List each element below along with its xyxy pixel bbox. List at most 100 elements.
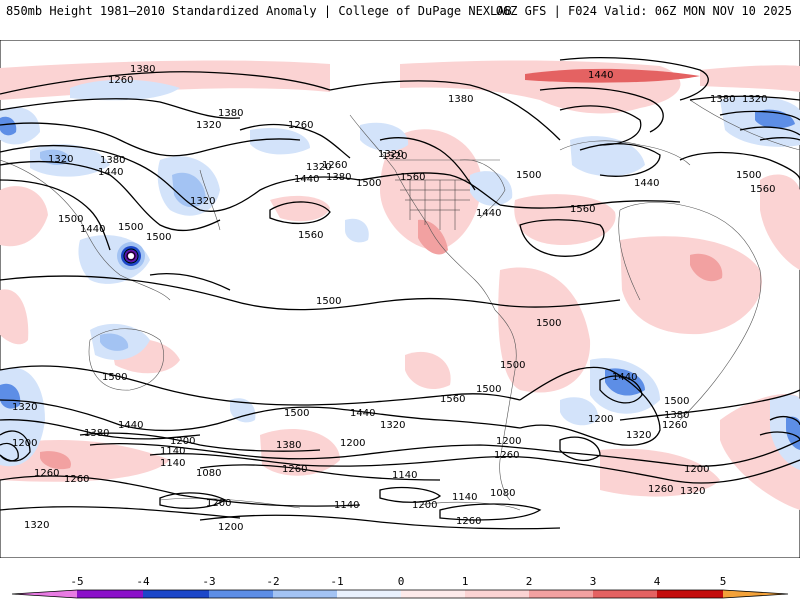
contour-label: 1500 <box>536 318 561 329</box>
contour-label: 1440 <box>350 408 375 419</box>
positive-anomaly-area <box>620 236 762 335</box>
contour-label: 1140 <box>160 446 185 457</box>
contour-labels: 1380 1260 1320 1380 1260 1320 1380 1440 … <box>12 64 775 533</box>
contour-label: 1440 <box>294 174 319 185</box>
contour-label: 1380 <box>326 172 351 183</box>
contour-label: 1440 <box>80 224 105 235</box>
political-borders <box>395 179 470 230</box>
negative-anomaly-area <box>570 136 645 177</box>
positive-anomaly-area <box>498 267 591 393</box>
contour-label: 1380 <box>84 428 109 439</box>
contour-label: 1320 <box>306 162 331 173</box>
positive-anomaly-area <box>600 448 720 497</box>
contour-label: 1260 <box>282 464 307 475</box>
anomaly-colorbar <box>11 589 789 599</box>
colorbar-label: -4 <box>136 575 150 588</box>
colorbar-segments <box>11 589 789 599</box>
contour-label: 1500 <box>500 360 525 371</box>
contour-label: 1500 <box>476 384 501 395</box>
contour-label: 1260 <box>662 420 687 431</box>
colorbar-label: 2 <box>525 575 533 588</box>
positive-anomaly-area <box>0 289 29 345</box>
contour-label: 1140 <box>160 458 185 469</box>
contour-label: 1440 <box>588 70 613 81</box>
contour-label: 1440 <box>612 372 637 383</box>
contour-label: 1380 <box>130 64 155 75</box>
negative-anomaly-area <box>360 122 409 152</box>
contour-label: 1260 <box>494 450 519 461</box>
contour-label: 1200 <box>340 438 365 449</box>
contour-label: 1320 <box>12 402 37 413</box>
positive-anomaly-area <box>40 451 71 470</box>
contour-label: 1200 <box>496 436 521 447</box>
negative-anomaly-area <box>250 128 310 155</box>
contour-label: 1200 <box>170 436 195 447</box>
negative-anomaly-area <box>560 397 599 426</box>
contour-label: 1320 <box>190 196 215 207</box>
positive-anomaly-area <box>700 65 800 92</box>
positive-anomaly-area <box>525 68 700 83</box>
contour-label: 1260 <box>456 516 481 527</box>
negative-anomaly-area <box>100 333 129 351</box>
positive-anomaly-area <box>0 440 170 482</box>
contour-label: 1140 <box>334 500 359 511</box>
contour-label: 1320 <box>680 486 705 497</box>
contour-label: 1200 <box>206 498 231 509</box>
colorbar-label: -3 <box>202 575 216 588</box>
model-valid-time: 06Z GFS | F024 Valid: 06Z MON NOV 10 202… <box>495 4 792 18</box>
positive-anomaly-area <box>0 186 48 247</box>
contour-label: 1200 <box>588 414 613 425</box>
contour-label: 1560 <box>570 204 595 215</box>
contour-label: 1260 <box>322 160 347 171</box>
positive-anomaly-area <box>260 429 340 476</box>
positive-anomaly-area <box>690 253 723 282</box>
contour-label: 1080 <box>490 488 515 499</box>
contour-label: 1380 <box>710 94 735 105</box>
contour-label: 1200 <box>684 464 709 475</box>
negative-anomaly-area <box>605 368 645 396</box>
colorbar-segment <box>401 590 465 598</box>
contour-label: 1500 <box>356 178 381 189</box>
contour-label: 1500 <box>102 372 127 383</box>
contour-label: 1560 <box>750 184 775 195</box>
colorbar-segment <box>77 590 143 598</box>
contour-label: 1380 <box>100 155 125 166</box>
anomaly-map: 1380 1260 1320 1380 1260 1320 1380 1440 … <box>0 40 800 558</box>
contour-label: 1500 <box>284 408 309 419</box>
height-contours <box>0 57 800 530</box>
colorbar-segment <box>657 590 723 598</box>
positive-anomaly-area <box>405 351 451 390</box>
contour-label: 1500 <box>58 214 83 225</box>
anomaly-shading <box>0 60 800 510</box>
colorbar-segment <box>593 590 657 598</box>
contour-label: 1320 <box>382 151 407 162</box>
contour-label: 1560 <box>298 230 323 241</box>
contour-label: 1440 <box>98 167 123 178</box>
colorbar-segment <box>12 590 77 598</box>
contour-label: 1140 <box>452 492 477 503</box>
contour-label: 1200 <box>12 438 37 449</box>
contour-label: 1320 <box>742 94 767 105</box>
colorbar-label: 5 <box>719 575 727 588</box>
contour-label: 1560 <box>400 172 425 183</box>
colorbar-label: 3 <box>589 575 597 588</box>
colorbar-segment <box>465 590 529 598</box>
negative-anomaly-area <box>0 383 21 409</box>
contour-label: 1380 <box>218 108 243 119</box>
positive-anomaly-area <box>418 219 448 255</box>
negative-anomaly-area <box>345 218 369 243</box>
negative-anomaly-area <box>0 116 17 136</box>
contour-label: 1140 <box>392 470 417 481</box>
contour-label: 1260 <box>288 120 313 131</box>
map-title: 850mb Height 1981–2010 Standardized Anom… <box>6 4 512 18</box>
contour-label: 1260 <box>108 75 133 86</box>
contour-label: 1320 <box>196 120 221 131</box>
contour-label: 1080 <box>196 468 221 479</box>
contour-label: 1320 <box>378 149 403 160</box>
colorbar-segment <box>209 590 273 598</box>
contour-label: 1500 <box>316 296 341 307</box>
contour-label: 1320 <box>380 420 405 431</box>
colorbar-label: -5 <box>70 575 84 588</box>
contour-label: 1260 <box>648 484 673 495</box>
colorbar-segment <box>723 590 788 598</box>
